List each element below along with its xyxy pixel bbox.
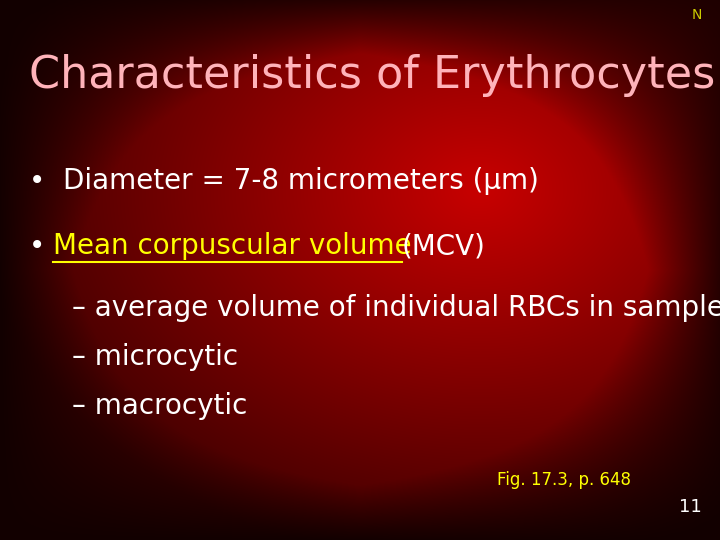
Text: •  Diameter = 7-8 micrometers (μm): • Diameter = 7-8 micrometers (μm) — [29, 167, 539, 195]
Text: 11: 11 — [679, 498, 702, 516]
Text: – microcytic: – microcytic — [72, 343, 238, 371]
Text: (MCV): (MCV) — [402, 232, 485, 260]
Text: Mean corpuscular volume: Mean corpuscular volume — [53, 232, 420, 260]
Text: Fig. 17.3, p. 648: Fig. 17.3, p. 648 — [497, 471, 631, 489]
Text: •: • — [29, 232, 63, 260]
Text: Characteristics of Erythrocytes: Characteristics of Erythrocytes — [29, 54, 715, 97]
Text: – average volume of individual RBCs in sample: – average volume of individual RBCs in s… — [72, 294, 720, 322]
Text: – macrocytic: – macrocytic — [72, 392, 248, 420]
Text: N: N — [692, 8, 702, 22]
